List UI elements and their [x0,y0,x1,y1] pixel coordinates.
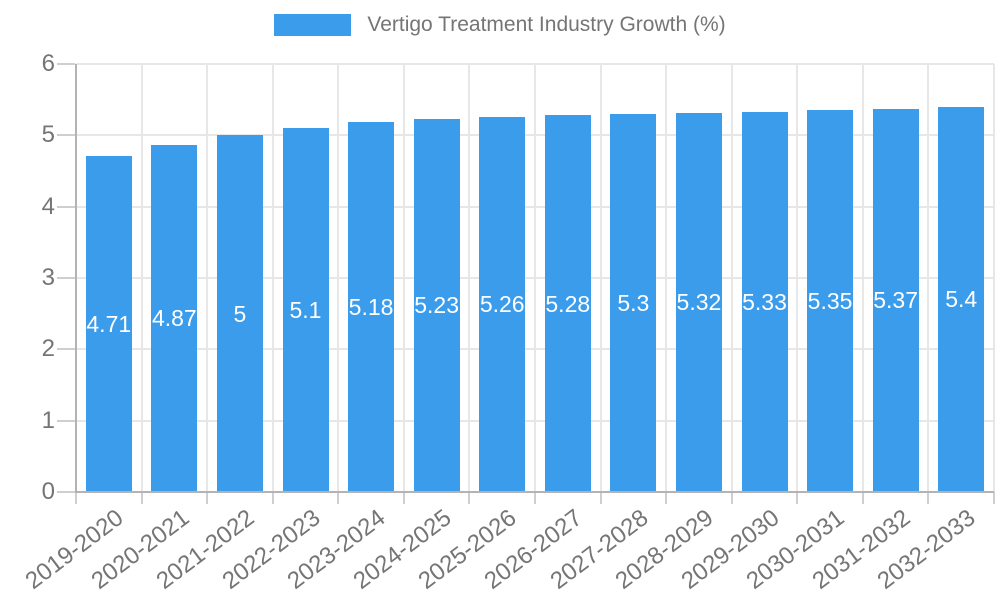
y-tick-label: 4 [41,192,55,220]
x-axis-tick-mark [796,492,799,504]
gridline-vertical [927,64,930,492]
bar-2021-2022[interactable]: 5 [216,135,263,492]
bar-value-label: 5 [233,300,247,327]
y-tick-label: 6 [41,50,55,77]
gridline-vertical [206,64,209,492]
x-axis-tick-mark [206,492,209,504]
x-axis-tick-mark [599,492,602,504]
bar-value-label: 5.37 [873,287,919,314]
bar-value-label: 5.18 [348,294,394,321]
gridline-vertical [140,64,143,492]
gridline-vertical [993,64,995,492]
y-tick-label: 1 [41,406,55,434]
bar-value-label: 5.26 [479,291,525,318]
bar-2022-2023[interactable]: 5.1 [282,128,329,492]
x-axis-tick-mark [993,492,995,504]
legend-swatch-icon [274,14,352,36]
bar-2027-2028[interactable]: 5.3 [610,113,657,492]
bar-value-label: 5.35 [807,288,853,315]
x-axis-tick-mark [534,492,536,504]
gridline-vertical [468,64,471,492]
bar-value-label: 5.33 [742,288,787,315]
gridline-vertical [402,64,405,492]
bar-2023-2024[interactable]: 5.18 [348,122,395,492]
gridline-vertical [796,64,799,492]
bar-value-label: 5.4 [945,286,978,313]
y-axis-tick-mark [57,277,75,279]
bar-value-label: 5.23 [414,292,460,319]
y-axis-tick-mark [57,134,75,137]
gridline-vertical [730,64,733,492]
gridline-vertical [271,64,274,492]
bar-2020-2021[interactable]: 4.87 [151,144,198,492]
chart-legend: Vertigo Treatment Industry Growth (%) [0,14,1000,36]
bar-value-label: 5.3 [617,289,650,316]
y-axis-tick-mark [57,491,75,493]
y-tick-label: 2 [41,335,55,363]
bar-2025-2026[interactable]: 5.26 [479,116,526,492]
legend-label: Vertigo Treatment Industry Growth (%) [367,13,726,36]
x-axis-tick-mark [402,492,405,504]
y-axis-tick-mark [57,419,75,422]
y-tick-label: 3 [41,264,55,291]
gridline-vertical [337,64,340,492]
x-axis-tick-mark [927,492,930,504]
bar-2030-2031[interactable]: 5.35 [807,110,854,492]
y-axis-line [75,64,77,492]
bar-value-label: 5.1 [289,297,322,324]
bar-value-label: 4.71 [86,311,132,337]
x-axis-tick-mark [271,492,274,504]
bar-2029-2030[interactable]: 5.33 [741,111,788,492]
bar-2024-2025[interactable]: 5.23 [413,118,460,492]
x-axis-line [75,491,994,493]
x-axis-tick-mark [861,492,864,504]
bar-2032-2033[interactable]: 5.4 [938,106,985,492]
legend-item[interactable]: Vertigo Treatment Industry Growth (%) [274,13,726,36]
gridline-vertical [861,64,864,492]
y-axis-tick-mark [57,63,75,65]
x-axis-tick-mark [665,492,668,504]
bar-2028-2029[interactable]: 5.32 [675,112,722,492]
x-axis-tick-mark [730,492,733,504]
bar-value-label: 4.87 [151,305,197,332]
bar-2031-2032[interactable]: 5.37 [872,108,919,492]
y-axis-tick-mark [57,348,75,351]
x-axis-tick-mark [337,492,340,504]
y-tick-label: 5 [41,121,55,149]
y-tick-label: 0 [41,478,55,505]
gridline-vertical [599,64,602,492]
y-axis-tick-mark [57,205,75,208]
x-axis-tick-mark [140,492,143,504]
bar-value-label: 5.28 [545,290,591,317]
gridline-vertical [534,64,536,492]
x-axis-tick-mark [468,492,471,504]
bar-value-label: 5.32 [676,289,722,316]
bar-2019-2020[interactable]: 4.71 [85,156,132,492]
x-axis-tick-mark [75,492,77,504]
gridline-vertical [665,64,668,492]
bar-2026-2027[interactable]: 5.28 [544,115,591,492]
